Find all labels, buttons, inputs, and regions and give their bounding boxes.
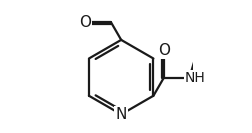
Text: N: N: [115, 107, 126, 122]
Text: O: O: [157, 43, 169, 58]
Text: O: O: [79, 14, 90, 30]
Text: NH: NH: [184, 71, 205, 85]
